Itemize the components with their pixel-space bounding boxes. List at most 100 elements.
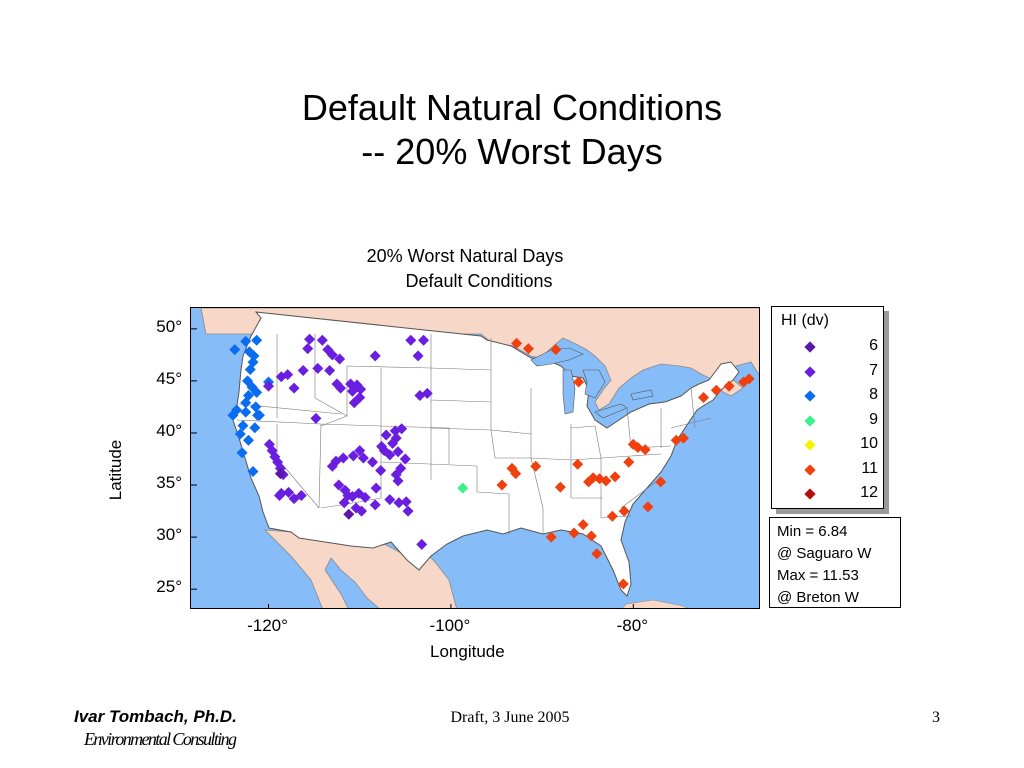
legend-title: HI (dv): [781, 312, 829, 329]
site-marker: [522, 343, 534, 355]
site-marker: [244, 363, 256, 375]
footer-organization: Environmental Consulting: [84, 729, 237, 749]
site-marker: [357, 452, 369, 464]
legend-item: 10: [772, 435, 885, 459]
site-marker: [510, 468, 522, 480]
site-marker: [288, 382, 300, 394]
great-lakes: [530, 347, 654, 419]
site-marker: [395, 462, 407, 474]
slide-title: Default Natural Conditions -- 20% Worst …: [0, 86, 1024, 174]
site-markers: [227, 333, 755, 590]
page-number: 3: [932, 709, 940, 726]
site-marker: [375, 464, 387, 476]
legend-value: 9: [869, 410, 878, 428]
site-marker: [370, 482, 382, 494]
legend-item: 9: [772, 411, 885, 435]
site-marker: [242, 434, 254, 446]
site-marker: [312, 362, 324, 374]
site-marker: [316, 334, 328, 346]
site-marker: [617, 578, 629, 590]
site-marker: [393, 497, 405, 509]
site-marker: [412, 350, 424, 362]
site-marker: [392, 475, 404, 487]
site-marker: [348, 397, 360, 409]
map-plot: [191, 308, 759, 608]
cuba-land: [622, 599, 688, 608]
map-panel: [190, 307, 760, 609]
site-marker: [655, 476, 667, 488]
site-marker: [236, 447, 248, 459]
site-marker: [274, 468, 286, 480]
site-marker: [247, 465, 259, 477]
site-marker: [639, 444, 651, 456]
y-tick-label: 45°: [156, 368, 182, 388]
site-marker: [240, 406, 252, 418]
site-marker: [251, 386, 263, 398]
site-marker: [506, 462, 518, 474]
site-marker: [572, 458, 584, 470]
site-marker: [346, 490, 358, 502]
site-marker: [353, 487, 365, 499]
site-marker: [609, 471, 621, 483]
site-marker: [234, 428, 246, 440]
site-marker: [229, 344, 241, 356]
site-marker: [272, 456, 284, 468]
legend-value: 12: [860, 484, 878, 501]
site-marker: [326, 349, 338, 361]
site-marker: [366, 456, 378, 468]
legend-item: 7: [772, 362, 885, 386]
site-marker: [227, 409, 239, 421]
site-marker: [642, 501, 654, 513]
stats-max-site: @ Breton W: [777, 589, 859, 606]
stats-min-site: @ Saguaro W: [777, 545, 872, 562]
site-marker: [738, 376, 750, 388]
site-marker: [618, 505, 630, 517]
site-marker: [263, 438, 275, 450]
site-marker: [743, 373, 755, 385]
site-marker: [710, 384, 722, 396]
lake-michigan: [562, 369, 576, 415]
site-marker: [337, 452, 349, 464]
site-marker: [573, 376, 585, 388]
legend-value: 11: [861, 459, 878, 477]
y-tick-label: 25°: [156, 577, 182, 597]
legend: HI (dv) 6 7 8 9 10 11 12: [771, 306, 884, 509]
site-marker: [416, 538, 428, 550]
site-marker: [380, 429, 392, 441]
site-marker: [356, 505, 368, 517]
site-marker: [249, 422, 261, 434]
site-marker: [295, 489, 307, 501]
legend-swatch: [804, 488, 816, 500]
site-marker: [338, 497, 350, 509]
legend-value: 7: [869, 361, 878, 379]
site-marker: [237, 420, 249, 432]
site-marker: [550, 344, 562, 356]
site-marker: [623, 456, 635, 468]
legend-swatch: [804, 365, 816, 378]
x-tick-label: -120°: [247, 616, 288, 635]
site-marker: [396, 423, 408, 435]
x-tick-label: -100°: [429, 616, 471, 635]
legend-item: 6: [772, 337, 885, 361]
legend-item: 8: [772, 386, 885, 410]
site-marker: [326, 460, 338, 472]
site-marker: [242, 389, 254, 401]
site-marker: [591, 548, 603, 560]
lake-huron: [582, 369, 606, 399]
site-marker: [346, 385, 358, 397]
site-marker: [496, 479, 508, 491]
x-tick-label: -80°: [616, 616, 648, 635]
site-marker: [310, 412, 322, 424]
site-marker: [400, 496, 412, 508]
legend-swatch: [804, 463, 816, 476]
site-marker: [554, 481, 566, 493]
y-axis-label: Latitude: [106, 439, 125, 501]
stats-max: Max = 11.53: [777, 567, 859, 584]
legend-swatch: [804, 341, 816, 353]
footer-draft-date: Draft, 3 June 2005: [450, 709, 570, 726]
site-marker: [392, 446, 404, 458]
site-marker: [723, 380, 735, 392]
legend-swatch: [804, 390, 816, 402]
site-marker: [384, 449, 396, 461]
lake-ontario: [630, 389, 654, 401]
